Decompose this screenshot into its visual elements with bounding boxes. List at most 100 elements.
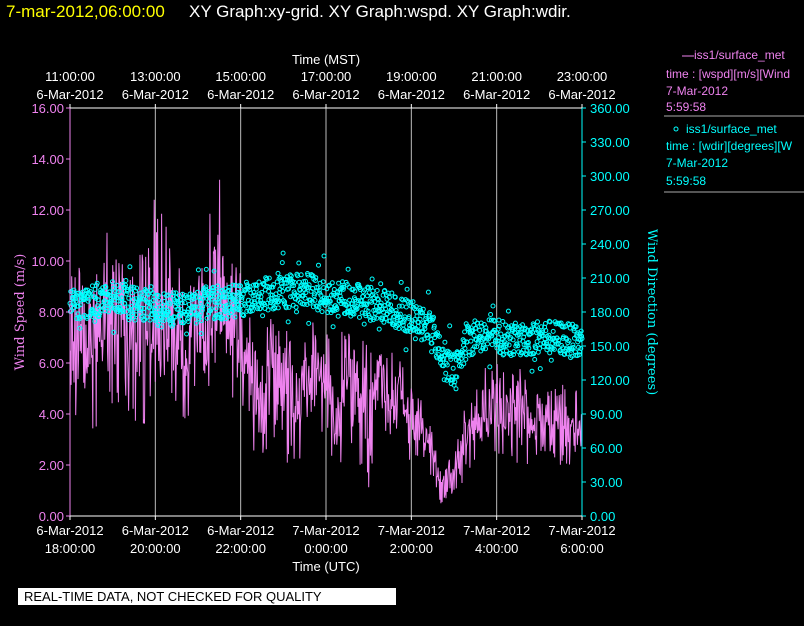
wind-direction-point <box>403 304 409 310</box>
wind-direction-point <box>491 317 497 323</box>
y-right-tick-label: 120.00 <box>590 373 630 388</box>
wind-direction-point <box>412 336 418 342</box>
wind-direction-point <box>110 279 115 285</box>
wind-direction-point <box>378 300 384 306</box>
wind-direction-point <box>431 323 437 329</box>
wind-direction-point <box>170 321 176 327</box>
wind-direction-point <box>209 290 215 296</box>
wind-direction-point <box>362 287 368 293</box>
wind-direction-point <box>126 317 132 323</box>
y-left-tick-label: 12.00 <box>31 203 64 218</box>
wind-direction-point <box>495 326 501 332</box>
wind-direction-point <box>341 284 347 290</box>
wind-direction-point <box>473 325 479 331</box>
x-bottom-tick-time: 20:00:00 <box>130 541 181 556</box>
wind-direction-point <box>249 308 255 314</box>
wind-direction-point <box>319 309 325 315</box>
wind-direction-point <box>578 328 584 334</box>
wind-direction-point <box>561 334 566 340</box>
wind-direction-point <box>167 301 173 307</box>
y-right-tick-label: 30.00 <box>590 475 623 490</box>
wind-direction-point <box>576 352 582 358</box>
wind-direction-point <box>120 281 126 287</box>
wind-direction-point <box>139 290 145 296</box>
x-bottom-tick-date: 7-Mar-2012 <box>292 523 359 538</box>
wind-direction-point <box>321 253 327 259</box>
wind-direction-point <box>369 276 375 282</box>
y-right-title: Wind Direction (degrees) <box>644 229 659 395</box>
wind-direction-point <box>545 343 551 349</box>
wind-direction-point <box>525 340 531 345</box>
x-bottom-tick-time: 4:00:00 <box>475 541 518 556</box>
wind-direction-point <box>503 348 509 354</box>
wind-direction-point <box>165 292 171 298</box>
wind-direction-point <box>134 303 140 309</box>
wind-direction-point <box>255 293 261 299</box>
wind-direction-point <box>450 365 456 371</box>
wind-direction-point <box>210 288 216 294</box>
wind-direction-point <box>531 351 537 357</box>
wind-direction-point <box>132 288 138 294</box>
legend-wspd-date: 7-Mar-2012 <box>666 84 729 98</box>
wind-direction-point <box>511 352 516 357</box>
wind-direction-point <box>427 310 433 316</box>
wind-direction-point <box>496 335 501 341</box>
wind-direction-point <box>490 303 496 309</box>
wind-direction-point <box>90 314 96 319</box>
wind-direction-point <box>346 284 352 290</box>
wind-direction-point <box>77 325 83 331</box>
wind-direction-point <box>219 314 225 320</box>
wind-direction-point <box>406 314 412 320</box>
wind-direction-point <box>200 304 206 310</box>
wind-direction-point <box>424 319 430 325</box>
wind-direction-point <box>296 260 302 266</box>
wind-direction-point <box>389 290 395 296</box>
wind-direction-point <box>197 311 203 317</box>
wind-direction-point <box>210 285 216 290</box>
wind-direction-point <box>280 250 286 256</box>
x-bottom-title: Time (UTC) <box>292 559 359 574</box>
x-top-tick-time: 17:00:00 <box>301 69 352 84</box>
wind-direction-point <box>511 349 517 355</box>
wind-direction-point <box>483 346 488 352</box>
y-left-tick-label: 16.00 <box>31 101 64 116</box>
y-right-tick-label: 300.00 <box>590 169 630 184</box>
wind-direction-point <box>162 298 167 304</box>
wind-direction-point <box>117 304 123 310</box>
wind-direction-point <box>116 289 122 295</box>
wind-direction-point <box>129 309 135 315</box>
wind-direction-point <box>306 320 312 326</box>
wind-direction-point <box>329 280 335 286</box>
wind-direction-point <box>184 295 190 300</box>
wind-direction-point <box>294 309 299 315</box>
wind-direction-point <box>97 310 103 316</box>
legend-wspd-desc: time : [wspd][m/s][Wind <box>666 67 791 81</box>
wind-direction-point <box>231 292 237 298</box>
series-wind-speed <box>69 179 583 504</box>
wind-direction-point <box>405 299 411 305</box>
wind-direction-point <box>225 313 231 319</box>
x-top-tick-time: 21:00:00 <box>471 69 522 84</box>
wind-direction-point <box>520 322 525 328</box>
wind-direction-point <box>359 298 365 304</box>
wind-direction-point <box>92 318 98 324</box>
wind-direction-point <box>463 356 469 362</box>
wind-direction-point <box>147 317 153 323</box>
wind-direction-point <box>195 289 201 295</box>
wind-direction-point <box>334 305 340 310</box>
wind-direction-point <box>494 338 500 344</box>
header-title: XY Graph:xy-grid. XY Graph:wspd. XY Grap… <box>189 2 571 21</box>
x-top-tick-date: 6-Mar-2012 <box>548 87 615 102</box>
x-bottom-tick-time: 22:00:00 <box>215 541 266 556</box>
x-bottom-tick-date: 7-Mar-2012 <box>378 523 445 538</box>
wind-direction-point <box>537 346 542 351</box>
legend-wspd-name: iss1/surface_met <box>694 48 785 62</box>
wind-direction-point <box>323 295 329 301</box>
wind-direction-point <box>417 316 423 322</box>
wind-direction-point <box>114 282 120 288</box>
x-bottom-tick-date: 7-Mar-2012 <box>548 523 615 538</box>
x-bottom-tick-date: 6-Mar-2012 <box>36 523 103 538</box>
x-bottom-tick-date: 7-Mar-2012 <box>463 523 530 538</box>
wind-direction-point <box>138 305 144 311</box>
